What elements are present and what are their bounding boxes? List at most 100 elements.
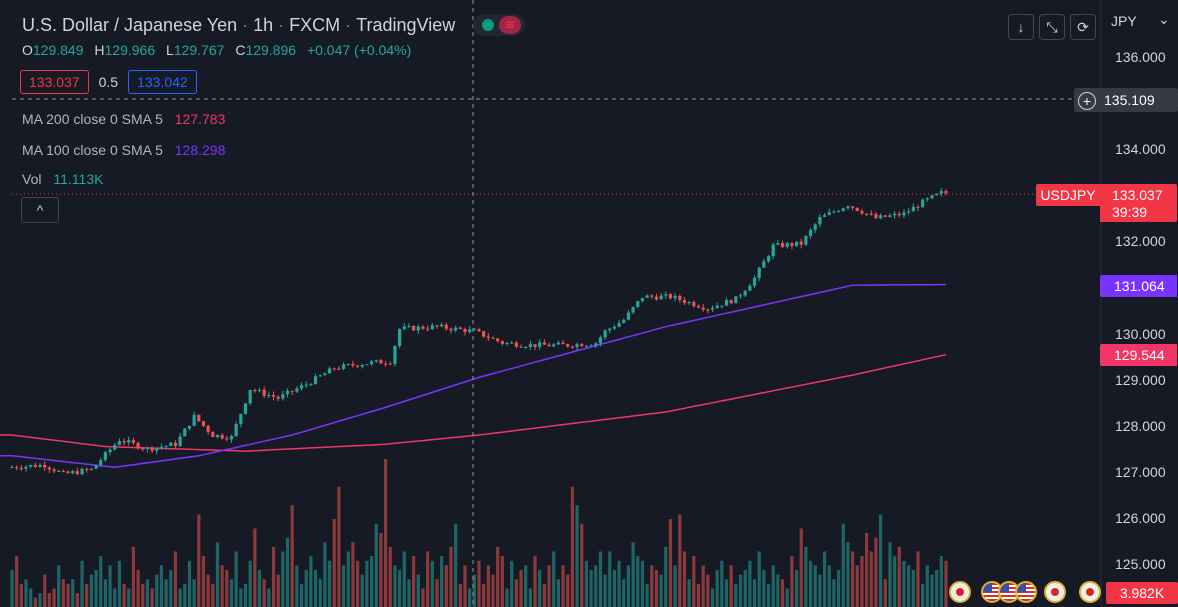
volume-bar [85,583,89,607]
candle [416,324,420,334]
volume-bar [75,593,79,607]
candle [556,340,560,345]
candle [748,283,752,291]
japan-flag-icon[interactable] [1044,581,1066,603]
currency-label[interactable]: JPY [1111,13,1137,29]
candle [430,322,434,331]
volume-bar [804,546,808,607]
candle [150,446,154,453]
volume-bar [734,583,738,607]
candle [860,208,864,215]
candle [692,300,696,308]
candle [33,462,37,468]
volume-bar [38,593,42,607]
japan-flag-icon[interactable] [1079,581,1101,603]
candle [851,205,855,211]
volume-bar [640,560,645,607]
volume-bar [323,542,327,607]
volume-bar [444,565,448,607]
volume-bar [66,583,70,607]
candle [897,211,901,218]
candle [257,387,262,393]
candle [234,421,238,437]
candle [131,437,136,445]
volume-bar [71,579,75,607]
fullscreen-icon[interactable]: ⤡ [1039,14,1065,40]
candle [738,293,743,299]
volume-last-badge: 3.982K [1106,582,1178,604]
candle [771,242,775,259]
volume-bar [808,560,813,607]
add-alert-icon[interactable]: + [1078,92,1096,111]
candle [720,305,724,309]
volume-bar [556,579,560,607]
volume-bar [187,560,192,607]
candle [239,413,243,428]
candle [80,467,84,476]
volume-bar [794,570,799,607]
volume-bar [440,556,444,607]
us-flag-icon[interactable] [1015,581,1037,603]
japan-flag-icon[interactable] [949,581,971,603]
candle [187,425,192,431]
candle [379,358,383,364]
volume-bar [201,556,206,607]
candle [24,465,28,472]
volume-bar [608,551,612,607]
volume-bar [575,505,579,607]
candle [561,340,565,345]
candle [865,213,869,216]
volume-bar [846,542,850,607]
volume-bar [159,565,164,607]
volume-bar [902,560,906,607]
candle [612,324,617,331]
candle [85,467,89,473]
volume-bar [851,551,855,607]
candle [271,391,276,401]
volume-bar [449,546,453,607]
crosshair-price-badge[interactable]: +135.109 [1074,88,1178,112]
candle [804,235,808,247]
collapse-legend-button[interactable]: ^ [21,197,59,223]
volume-bar [799,528,803,607]
download-icon[interactable]: ↓ [1008,14,1034,40]
volume-bar [491,574,495,607]
candle [944,189,948,196]
volume-bar [285,537,290,607]
candle [514,340,518,349]
volume-bar [626,565,631,607]
volume-bar [117,560,122,607]
candle [15,465,19,470]
candle [136,441,140,450]
candle [355,364,360,369]
volume-bar [239,588,243,607]
candle [752,275,757,289]
volume-bar [472,574,476,607]
chevron-down-icon[interactable]: ⌄ [1158,11,1170,27]
candle [290,390,294,396]
candle [575,342,579,351]
reload-icon[interactable]: ⟳ [1070,14,1096,40]
volume-bar [659,574,663,607]
volume-bar [893,556,897,607]
volume-bar [482,583,486,607]
volume-bar [169,570,173,607]
candle [930,194,934,200]
candle [89,468,93,471]
volume-bar [925,565,929,607]
candle [192,411,196,427]
candle [678,294,682,303]
candle [533,344,537,351]
volume-bar [243,583,248,607]
volume-bar [113,588,117,607]
volume-bar [388,546,392,607]
volume-bar [748,560,752,607]
candle [907,208,911,216]
volume-bar [33,597,37,607]
volume-bar [500,556,504,607]
volume-bar [762,570,766,607]
candle [211,431,215,438]
ma100-line [0,283,947,469]
volume-bar [52,588,56,607]
